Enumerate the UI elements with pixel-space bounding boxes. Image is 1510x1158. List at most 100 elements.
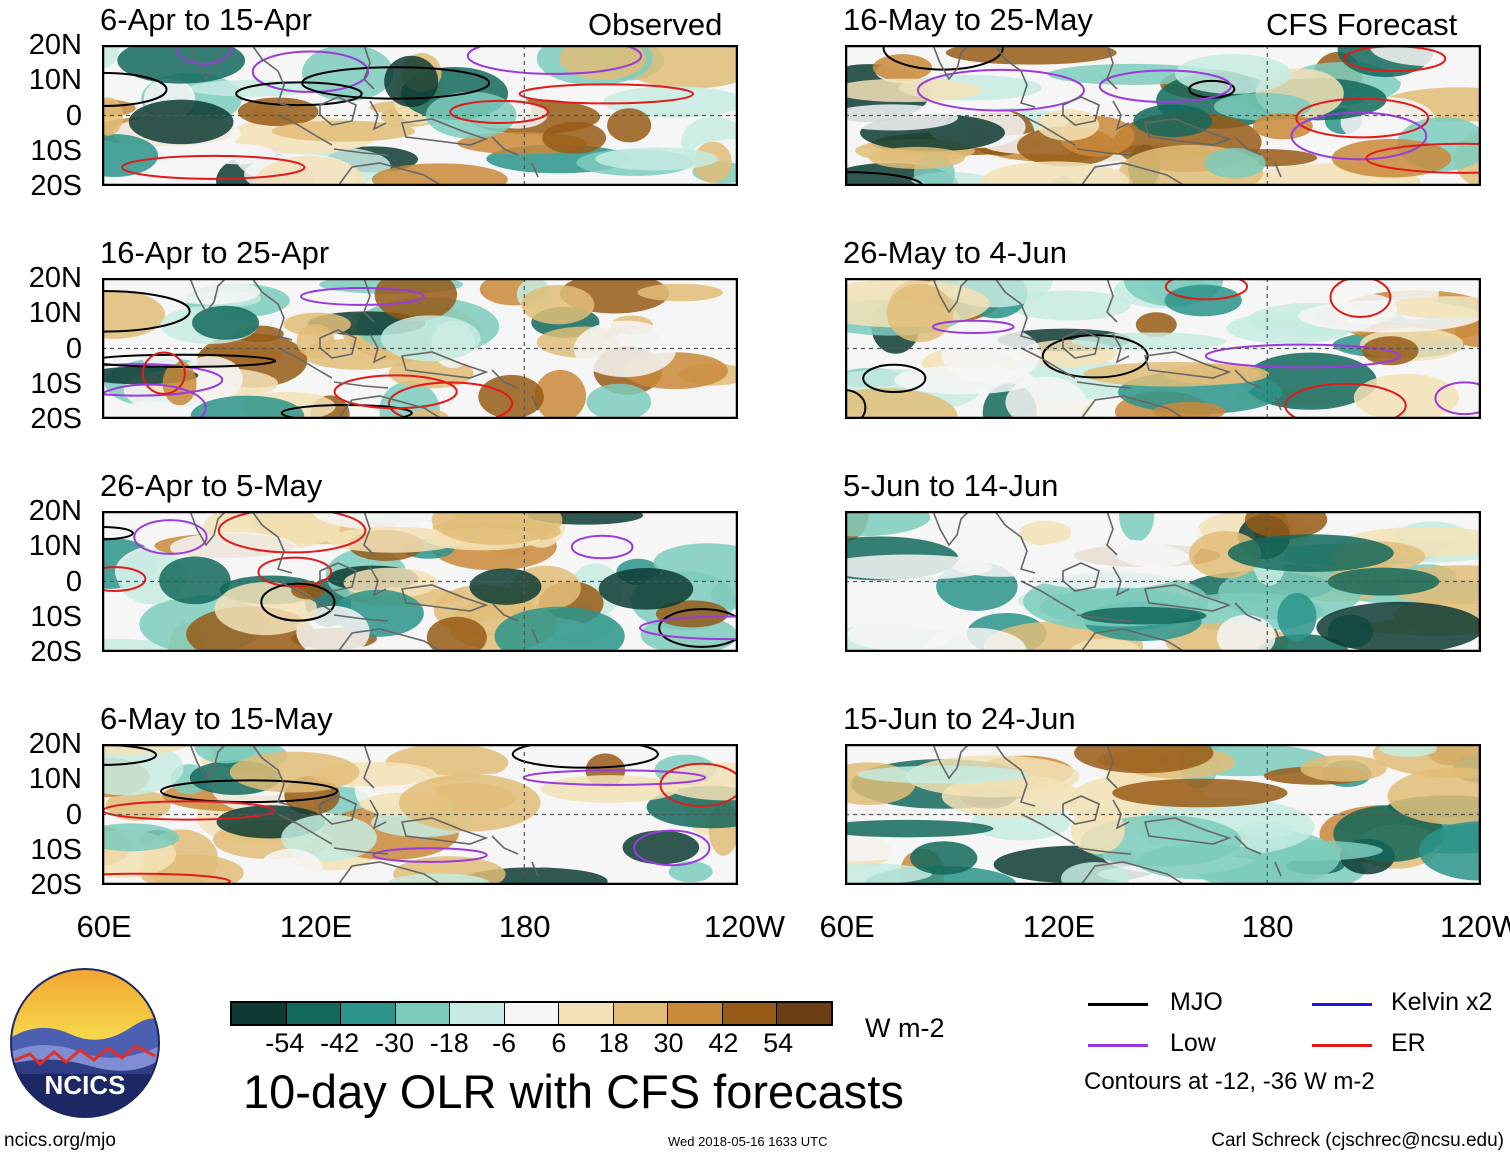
map-border: [102, 278, 738, 419]
colorbar-tick-label: 42: [708, 1028, 739, 1058]
map-border: [102, 744, 738, 885]
wave-contours: [102, 511, 738, 648]
olr-map: [102, 278, 738, 419]
footer-timestamp: Wed 2018-05-16 1633 UTC: [668, 1134, 828, 1149]
coastlines: [189, 278, 539, 419]
colorbar-swatch: [668, 1003, 723, 1024]
lon-label: 120W: [1440, 909, 1510, 944]
map-border: [102, 45, 738, 186]
coastlines: [932, 511, 1282, 652]
logo-text: NCICS: [45, 1070, 126, 1100]
lat-label: 10N: [28, 763, 82, 796]
lat-label: 0: [65, 798, 82, 831]
lat-label: 20N: [28, 262, 82, 294]
lat-label: 20S: [30, 170, 82, 202]
footer-url[interactable]: ncics.org/mjo: [4, 1130, 116, 1151]
lat-label: 0: [65, 332, 82, 365]
colorbar-swatch: [286, 1003, 342, 1024]
lon-label: 120W: [704, 909, 785, 944]
wave-contours: [102, 286, 514, 419]
colorbar-tick-label: 30: [653, 1028, 684, 1058]
colorbar-units: W m-2: [865, 1013, 945, 1043]
olr-anomaly-field: [102, 45, 738, 186]
lat-label: 20S: [30, 403, 82, 435]
lat-label: 10N: [28, 64, 82, 97]
colorbar-tick-label: -30: [374, 1028, 414, 1058]
lat-label: 0: [65, 565, 82, 598]
footer-credit: Carl Schreck (cjschrec@ncsu.edu): [1211, 1130, 1504, 1151]
main-title: 10-day OLR with CFS forecasts: [243, 1065, 904, 1118]
olr-map: [845, 45, 1481, 186]
map-border: [102, 511, 738, 652]
lon-label: 60E: [76, 909, 132, 944]
colorbar-swatch: [613, 1003, 669, 1024]
colorbar-swatch: [559, 1003, 614, 1024]
olr-map: [845, 511, 1481, 652]
legend-mjo-line: [1088, 1003, 1148, 1006]
panel-title: 5-Jun to 14-Jun: [843, 468, 1059, 503]
map-border: [845, 278, 1481, 419]
lat-label: 10S: [30, 134, 82, 167]
ncics-logo: NCICS: [10, 968, 160, 1118]
lat-label: 0: [65, 99, 82, 132]
olr-map: [845, 744, 1481, 885]
map-border: [845, 45, 1481, 186]
legend-er-label: ER: [1391, 1029, 1426, 1057]
ncics-logo-graphic: NCICS: [10, 968, 160, 1118]
panel-title: 16-May to 25-May: [843, 2, 1093, 37]
panel-title: 6-Apr to 15-Apr: [100, 2, 312, 37]
colorbar: [230, 1001, 833, 1026]
colorbar-swatch: [341, 1003, 396, 1024]
legend-kelvin-label: Kelvin x2: [1391, 988, 1493, 1016]
contours-note: Contours at -12, -36 W m-2: [1084, 1068, 1375, 1095]
lon-label: 120E: [1022, 909, 1096, 944]
olr-anomaly-field: [845, 744, 1481, 885]
legend-low-line: [1088, 1044, 1148, 1047]
lon-label: 180: [1241, 909, 1294, 944]
panel-title: 26-Apr to 5-May: [100, 468, 323, 503]
panel-title: 26-May to 4-Jun: [843, 235, 1067, 270]
panel-title: 16-Apr to 25-Apr: [100, 235, 330, 270]
olr-map: [845, 278, 1481, 419]
lat-label: 10N: [28, 530, 82, 563]
colorbar-swatch: [504, 1003, 560, 1024]
olr-anomaly-field: [102, 511, 738, 652]
lat-label: 20N: [28, 728, 82, 760]
colorbar-tick-label: -18: [429, 1028, 469, 1058]
lat-label: 20S: [30, 869, 82, 901]
coastlines: [189, 511, 539, 652]
colorbar-swatch: [450, 1003, 505, 1024]
colorbar-swatch: [777, 1003, 832, 1024]
colorbar-swatch: [722, 1003, 778, 1024]
map-border: [845, 511, 1481, 652]
lon-label: 120E: [279, 909, 353, 944]
colorbar-tick-label: -54: [265, 1028, 305, 1058]
olr-map: [102, 45, 738, 186]
lat-label: 10S: [30, 600, 82, 633]
legend-er-line: [1312, 1044, 1372, 1047]
lat-label: 20N: [28, 495, 82, 527]
olr-map: [102, 744, 738, 885]
olr-anomaly-field: [845, 278, 1481, 419]
colorbar-tick-label: -42: [320, 1028, 360, 1058]
panel-source-label: CFS Forecast: [1266, 7, 1458, 42]
lat-label: 10N: [28, 297, 82, 330]
colorbar-tick-label: 6: [551, 1028, 567, 1058]
olr-map: [102, 511, 738, 652]
panel-title: 6-May to 15-May: [100, 701, 333, 736]
lat-label: 10S: [30, 833, 82, 866]
lat-label: 20S: [30, 636, 82, 668]
colorbar-tick-label: 54: [763, 1028, 794, 1058]
coastlines: [189, 744, 539, 885]
lon-label: 60E: [819, 909, 875, 944]
colorbar-swatch: [232, 1003, 287, 1024]
lat-label: 20N: [28, 29, 82, 61]
legend-mjo-label: MJO: [1170, 988, 1223, 1016]
colorbar-swatch: [395, 1003, 451, 1024]
lon-label: 180: [498, 909, 551, 944]
coastlines: [932, 45, 1282, 186]
coastlines: [189, 45, 539, 186]
lat-label: 10S: [30, 367, 82, 400]
colorbar-tick-label: 18: [598, 1028, 629, 1058]
panel-source-label: Observed: [588, 7, 723, 42]
